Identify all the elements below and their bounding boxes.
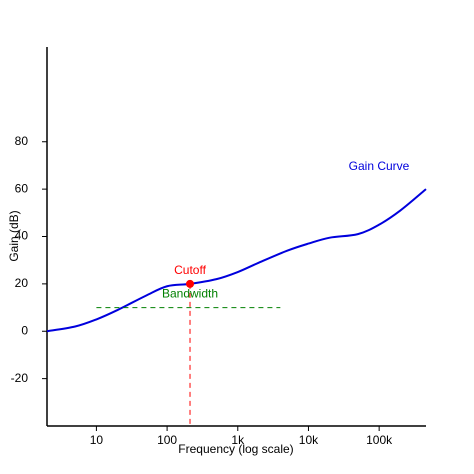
y-tick-label: -20 [11, 371, 29, 385]
y-tick-label: 40 [15, 229, 29, 243]
y-tick-label: 0 [21, 323, 28, 337]
y-tick-label: 60 [15, 181, 29, 195]
x-axis-label: Frequency (log scale) [178, 442, 293, 456]
x-tick-label: 100k [366, 433, 393, 447]
legend-entry: Gain Curve [349, 159, 410, 173]
x-tick-label: 100 [157, 433, 177, 447]
y-tick-label: 80 [15, 134, 29, 148]
gain-curve [46, 188, 427, 333]
x-tick-label: 1k [231, 433, 245, 447]
cutoff-point [186, 279, 195, 288]
x-tick-label: 10 [90, 433, 104, 447]
x-tick-label: 10k [299, 433, 319, 447]
y-tick-label: 20 [15, 276, 29, 290]
cutoff-label: Cutoff [174, 263, 206, 277]
y-axis-label: Gain (dB) [7, 210, 21, 261]
